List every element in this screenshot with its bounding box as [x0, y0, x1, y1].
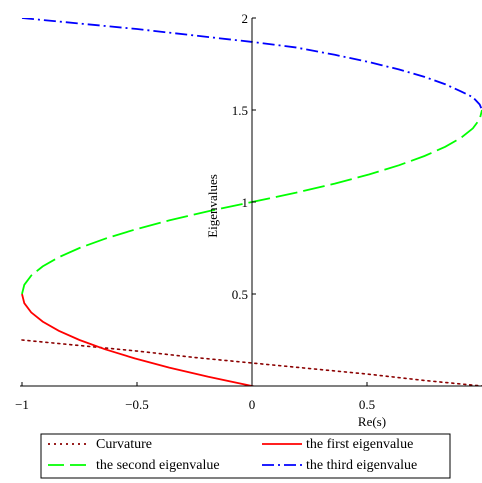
- legend-box: [40, 433, 451, 479]
- y-tick-label: 0.5: [232, 287, 248, 302]
- x-tick-label: −1: [15, 397, 29, 412]
- x-axis-label: Re(s): [358, 414, 386, 429]
- y-axis-label: Eigenvalues: [205, 174, 220, 238]
- series-line-4: [21, 18, 482, 111]
- y-tick-label: 1: [242, 195, 249, 210]
- axes: [20, 17, 482, 387]
- tick-labels: −1 −0.5 0 0.5 0.5 1 1.5 2: [15, 11, 375, 412]
- legend-entry-label: Curvature: [96, 437, 152, 452]
- legend-entry-label: the third eigenvalue: [306, 458, 417, 473]
- legend-entry-label: the second eigenvalue: [96, 458, 220, 473]
- x-tick-label: 0: [249, 397, 256, 412]
- series-line-1: [21, 339, 482, 386]
- x-tick-label: 0.5: [359, 397, 375, 412]
- legend: Curvature the first eigenvalue the second …: [40, 433, 451, 479]
- y-tick-label: 2: [242, 11, 249, 26]
- y-tick-label: 1.5: [232, 103, 248, 118]
- series-line-2: [21, 293, 257, 386]
- x-tick-label: −0.5: [125, 397, 149, 412]
- legend-entry-label: the first eigenvalue: [306, 437, 413, 452]
